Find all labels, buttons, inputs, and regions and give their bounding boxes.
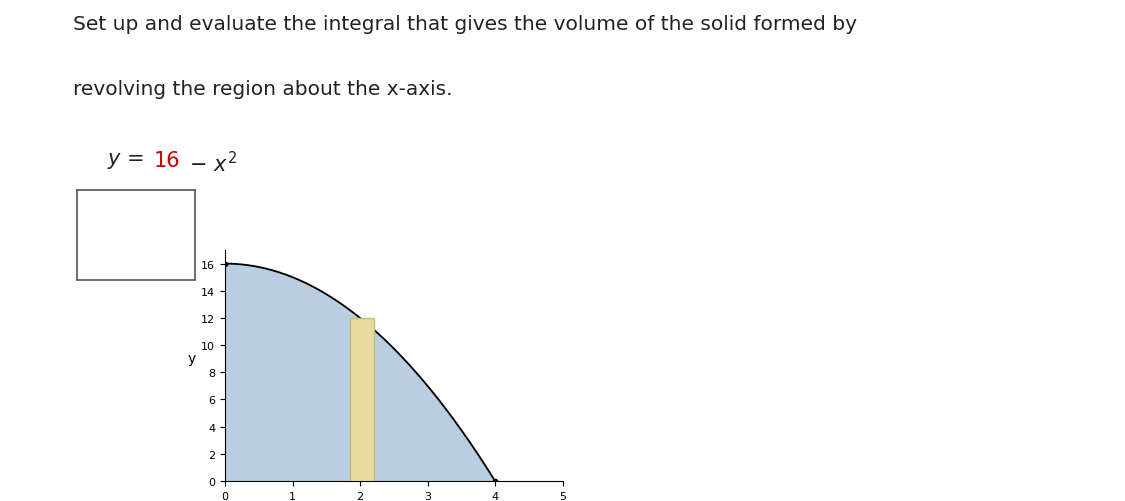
Text: 16: 16	[154, 150, 181, 170]
Bar	[350, 318, 374, 481]
Text: revolving the region about the x-axis.: revolving the region about the x-axis.	[73, 80, 452, 99]
Text: $y$ =: $y$ =	[107, 150, 146, 170]
Text: $-$ $x^2$: $-$ $x^2$	[183, 150, 237, 175]
Y-axis label: y: y	[187, 352, 196, 366]
Text: Set up and evaluate the integral that gives the volume of the solid formed by: Set up and evaluate the integral that gi…	[73, 15, 857, 34]
